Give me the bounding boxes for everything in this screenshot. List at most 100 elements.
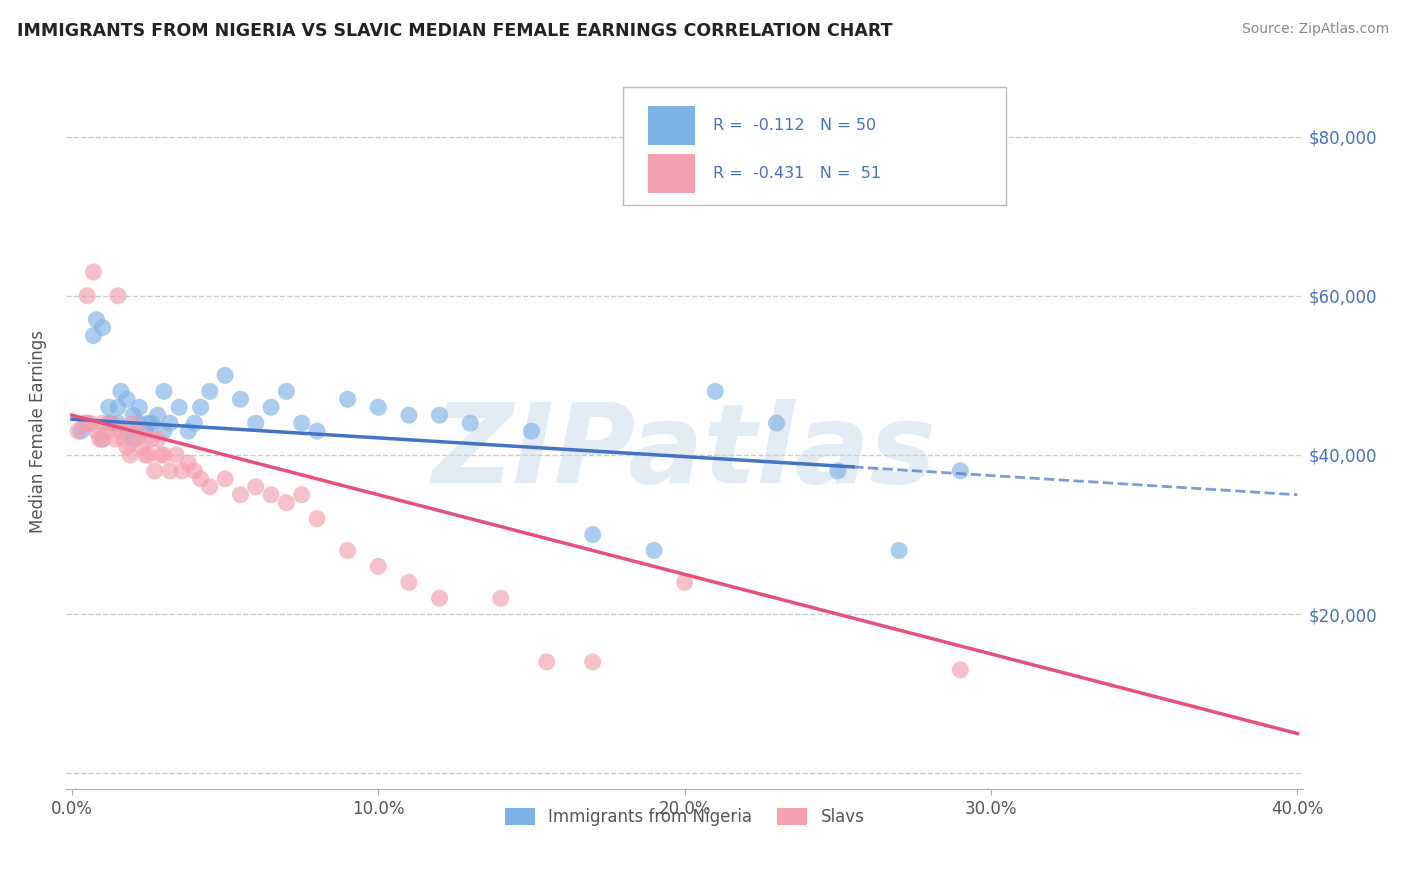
Point	[67, 424, 90, 438]
Point	[100, 416, 122, 430]
Point	[138, 448, 160, 462]
Point	[110, 384, 132, 399]
Point	[260, 401, 283, 415]
Point	[276, 496, 298, 510]
Point	[146, 432, 169, 446]
Point	[115, 440, 138, 454]
FancyBboxPatch shape	[648, 153, 695, 193]
Point	[122, 432, 145, 446]
Point	[643, 543, 665, 558]
Point	[76, 289, 98, 303]
Legend: Immigrants from Nigeria, Slavs: Immigrants from Nigeria, Slavs	[496, 800, 873, 835]
Point	[489, 591, 512, 606]
Point	[183, 464, 205, 478]
Point	[582, 527, 605, 541]
Point	[214, 472, 236, 486]
Point	[107, 289, 129, 303]
FancyBboxPatch shape	[648, 105, 695, 145]
Point	[336, 392, 359, 407]
Point	[172, 464, 194, 478]
Point	[429, 591, 451, 606]
Point	[120, 448, 142, 462]
Point	[673, 575, 696, 590]
Point	[86, 424, 108, 438]
Point	[190, 401, 212, 415]
Point	[153, 448, 176, 462]
Text: R =  -0.431   N =  51: R = -0.431 N = 51	[713, 166, 882, 181]
Point	[291, 488, 314, 502]
Point	[305, 424, 328, 438]
Point	[190, 472, 212, 486]
Point	[70, 424, 93, 438]
Point	[122, 408, 145, 422]
Point	[112, 432, 135, 446]
Point	[429, 408, 451, 422]
Text: IMMIGRANTS FROM NIGERIA VS SLAVIC MEDIAN FEMALE EARNINGS CORRELATION CHART: IMMIGRANTS FROM NIGERIA VS SLAVIC MEDIAN…	[17, 22, 893, 40]
Point	[367, 559, 389, 574]
Point	[82, 265, 104, 279]
Point	[159, 416, 181, 430]
Point	[115, 392, 138, 407]
Point	[91, 416, 114, 430]
Point	[536, 655, 558, 669]
FancyBboxPatch shape	[623, 87, 1007, 205]
Point	[107, 416, 129, 430]
Point	[336, 543, 359, 558]
Point	[128, 416, 150, 430]
Point	[128, 401, 150, 415]
Point	[367, 401, 389, 415]
Point	[245, 480, 267, 494]
Point	[198, 480, 221, 494]
Point	[107, 401, 129, 415]
Point	[141, 416, 163, 430]
Y-axis label: Median Female Earnings: Median Female Earnings	[30, 330, 46, 533]
Point	[887, 543, 910, 558]
Point	[91, 320, 114, 334]
Point	[79, 416, 101, 430]
Point	[110, 424, 132, 438]
Point	[159, 464, 181, 478]
Point	[122, 416, 145, 430]
Point	[131, 440, 153, 454]
Point	[97, 401, 120, 415]
Point	[146, 408, 169, 422]
Point	[582, 655, 605, 669]
Point	[141, 432, 163, 446]
Point	[91, 432, 114, 446]
Point	[143, 464, 166, 478]
Point	[89, 432, 111, 446]
Point	[165, 448, 187, 462]
Point	[153, 384, 176, 399]
Point	[138, 416, 160, 430]
Point	[260, 488, 283, 502]
Point	[183, 416, 205, 430]
Point	[704, 384, 727, 399]
Point	[827, 464, 849, 478]
Point	[134, 424, 156, 438]
Text: Source: ZipAtlas.com: Source: ZipAtlas.com	[1241, 22, 1389, 37]
Point	[949, 464, 972, 478]
Point	[765, 416, 787, 430]
Text: ZIPatlas: ZIPatlas	[433, 399, 936, 506]
Point	[82, 328, 104, 343]
Point	[149, 448, 172, 462]
Point	[949, 663, 972, 677]
Point	[245, 416, 267, 430]
Point	[125, 432, 148, 446]
Point	[520, 424, 543, 438]
Point	[291, 416, 314, 430]
Point	[229, 392, 252, 407]
Point	[177, 424, 200, 438]
Point	[91, 432, 114, 446]
Point	[97, 416, 120, 430]
Point	[198, 384, 221, 399]
Text: R =  -0.112   N = 50: R = -0.112 N = 50	[713, 118, 876, 133]
Point	[73, 416, 96, 430]
Point	[100, 416, 122, 430]
Point	[128, 424, 150, 438]
Point	[76, 416, 98, 430]
Point	[167, 401, 190, 415]
Point	[86, 312, 108, 326]
Point	[134, 448, 156, 462]
Point	[177, 456, 200, 470]
